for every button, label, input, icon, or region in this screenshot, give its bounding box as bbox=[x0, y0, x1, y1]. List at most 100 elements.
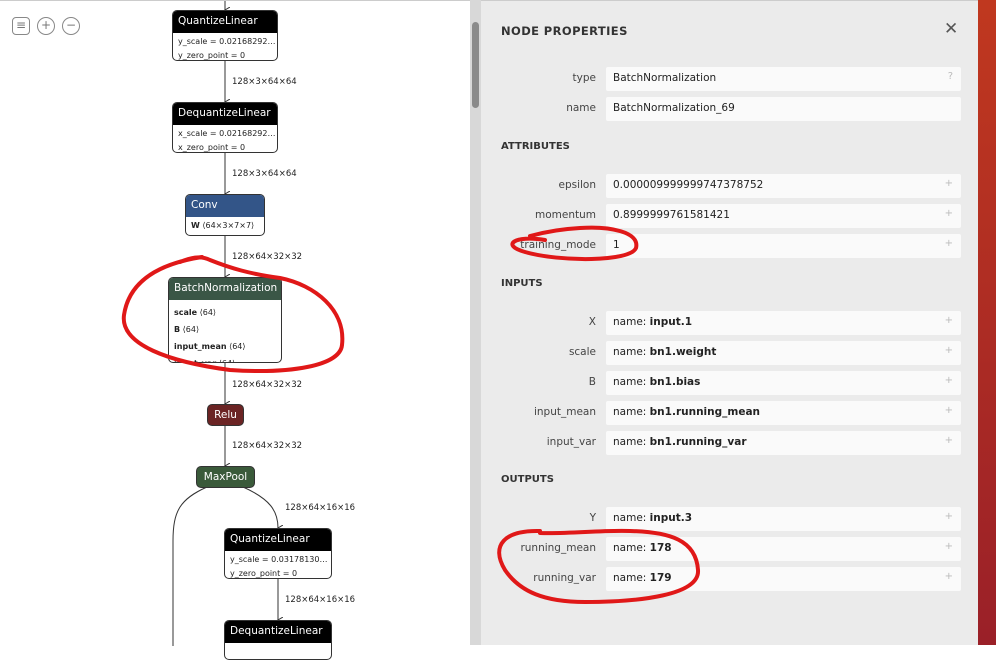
help-icon[interactable]: ? bbox=[947, 71, 953, 82]
node-title: DequantizeLinear bbox=[225, 621, 331, 643]
node-title: DequantizeLinear bbox=[173, 103, 277, 125]
expand-icon[interactable]: + bbox=[944, 435, 953, 446]
node-attribute: y_zero_point = 0 bbox=[178, 51, 246, 60]
property-value-box: 1 + bbox=[606, 234, 961, 258]
node-title: Conv bbox=[186, 195, 264, 217]
property-value-box: BatchNormalization? bbox=[606, 67, 961, 91]
expand-icon[interactable]: + bbox=[944, 315, 953, 326]
property-label: training_mode bbox=[520, 239, 596, 251]
property-value: name: bbox=[613, 542, 650, 554]
property-label: momentum bbox=[535, 209, 596, 221]
close-icon[interactable]: ✕ bbox=[944, 19, 959, 39]
expand-icon[interactable]: + bbox=[944, 178, 953, 189]
property-value-box: name: 179 + bbox=[606, 567, 961, 591]
expand-icon[interactable]: + bbox=[944, 541, 953, 552]
property-value-box: name: bn1.weight + bbox=[606, 341, 961, 365]
edge-label: 128×64×32×32 bbox=[232, 441, 303, 451]
expand-icon[interactable]: + bbox=[944, 208, 953, 219]
expand-icon[interactable]: + bbox=[944, 405, 953, 416]
property-value: bn1.bias bbox=[649, 376, 701, 388]
input-input-mean: input_mean name: bn1.running_mean + bbox=[481, 401, 961, 425]
property-value: name: bbox=[613, 572, 650, 584]
graph-canvas[interactable]: ≡ + − 128×3×64×64 128×3×64×64 128×64×32×… bbox=[0, 0, 470, 660]
node-attribute: y_zero_point = 0 bbox=[230, 569, 298, 578]
input-name: input_var bbox=[174, 359, 216, 362]
property-label: Y bbox=[589, 512, 596, 524]
node-relu[interactable]: Relu bbox=[207, 404, 244, 426]
input-input-var: input_var name: bn1.running_var + bbox=[481, 431, 961, 455]
property-label: name bbox=[566, 102, 596, 114]
property-value: name: bbox=[613, 346, 650, 358]
panel-title: NODE PROPERTIES bbox=[501, 24, 628, 38]
input-shape: ⟨64⟩ bbox=[229, 342, 246, 351]
node-conv[interactable]: Conv W ⟨64×3×7×7⟩ bbox=[185, 194, 265, 236]
expand-icon[interactable]: + bbox=[944, 375, 953, 386]
property-value-box: 0.8999999761581421 + bbox=[606, 204, 961, 228]
property-value: 1 bbox=[613, 239, 620, 251]
node-title: BatchNormalization bbox=[169, 278, 281, 300]
property-value-box: 0.000009999999747378752 + bbox=[606, 174, 961, 198]
property-label: epsilon bbox=[558, 179, 596, 191]
node-attribute: y_scale = 0.03178130… bbox=[230, 555, 328, 564]
node-input: W ⟨64×3×7×7⟩ bbox=[186, 219, 264, 233]
node-attribute: x_scale = 0.02168292… bbox=[178, 129, 276, 138]
property-label: input_mean bbox=[533, 406, 596, 418]
expand-icon[interactable]: + bbox=[944, 571, 953, 582]
node-input: input_var ⟨64⟩ bbox=[169, 355, 281, 362]
property-value-box: name: input.1 + bbox=[606, 311, 961, 335]
inputs-heading: INPUTS bbox=[501, 278, 543, 289]
sidebar-menu-icon[interactable]: ≡ bbox=[12, 17, 30, 35]
node-attribute: y_scale = 0.02168292… bbox=[178, 37, 276, 46]
input-shape: ⟨64⟩ bbox=[199, 308, 217, 317]
property-type: type BatchNormalization? bbox=[481, 67, 961, 91]
property-label: type bbox=[572, 72, 596, 84]
node-maxpool[interactable]: MaxPool bbox=[196, 466, 255, 488]
node-attribute: x_zero_point = 0 bbox=[178, 143, 246, 152]
property-value: name: bbox=[613, 436, 650, 448]
zoom-out-icon[interactable]: − bbox=[62, 17, 80, 35]
property-name: name BatchNormalization_69 bbox=[481, 97, 961, 121]
scrollbar-thumb[interactable] bbox=[472, 22, 479, 108]
property-label: B bbox=[588, 376, 596, 388]
node-quantizelinear[interactable]: QuantizeLinear y_scale = 0.03178130… y_ze… bbox=[224, 528, 332, 579]
expand-icon[interactable]: + bbox=[944, 511, 953, 522]
scrollbar-track[interactable] bbox=[470, 0, 481, 645]
node-batchnormalization[interactable]: BatchNormalization scale ⟨64⟩ B ⟨64⟩ inp… bbox=[168, 277, 282, 363]
attribute-epsilon: epsilon 0.000009999999747378752 + bbox=[481, 174, 961, 198]
edge bbox=[172, 486, 208, 646]
node-dequantizelinear[interactable]: DequantizeLinear x_scale = 0.02168292… x_… bbox=[172, 102, 278, 153]
edge-label: 128×64×16×16 bbox=[285, 503, 356, 513]
property-value: bn1.running_var bbox=[649, 436, 747, 448]
edge-label: 128×3×64×64 bbox=[232, 77, 297, 87]
input-scale: scale name: bn1.weight + bbox=[481, 341, 961, 365]
node-input: B ⟨64⟩ bbox=[169, 321, 281, 338]
input-shape: ⟨64⟩ bbox=[219, 359, 235, 362]
property-value: name: bbox=[613, 316, 650, 328]
node-quantizelinear[interactable]: QuantizeLinear y_scale = 0.02168292… y_ze… bbox=[172, 10, 278, 61]
node-title: QuantizeLinear bbox=[225, 529, 331, 551]
property-value: BatchNormalization bbox=[613, 72, 717, 84]
property-value: name: bbox=[613, 406, 650, 418]
property-label: running_var bbox=[533, 572, 596, 584]
attributes-heading: ATTRIBUTES bbox=[501, 141, 570, 152]
input-name: B bbox=[174, 325, 181, 334]
node-dequantizelinear[interactable]: DequantizeLinear bbox=[224, 620, 332, 660]
node-properties-panel: NODE PROPERTIES ✕ type BatchNormalization… bbox=[481, 0, 978, 645]
property-value-box: BatchNormalization_69 bbox=[606, 97, 961, 121]
expand-icon[interactable]: + bbox=[944, 345, 953, 356]
property-label: X bbox=[588, 316, 596, 328]
property-value: BatchNormalization_69 bbox=[613, 102, 735, 114]
property-value-box: name: bn1.running_var + bbox=[606, 431, 961, 455]
zoom-in-icon[interactable]: + bbox=[37, 17, 55, 35]
property-value: 0.000009999999747378752 bbox=[613, 179, 764, 191]
input-shape: ⟨64×3×7×7⟩ bbox=[202, 221, 255, 230]
property-value-box: name: 178 + bbox=[606, 537, 961, 561]
outputs-heading: OUTPUTS bbox=[501, 474, 554, 485]
node-input: scale ⟨64⟩ bbox=[169, 304, 281, 321]
expand-icon[interactable]: + bbox=[944, 238, 953, 249]
property-value-box: name: bn1.bias + bbox=[606, 371, 961, 395]
property-value-box: name: input.3 + bbox=[606, 507, 961, 531]
